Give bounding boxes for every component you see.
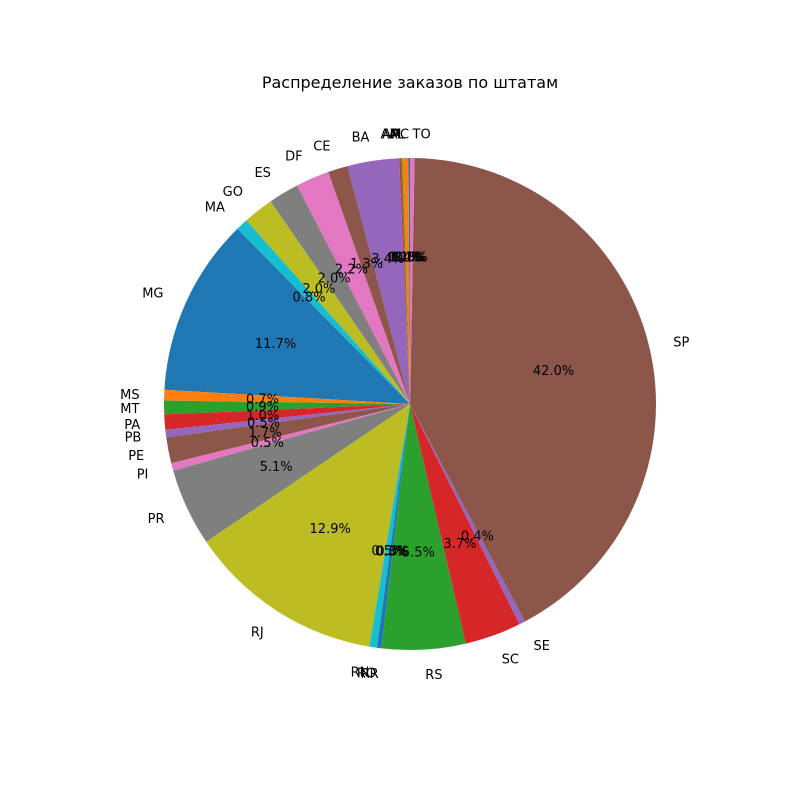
pct-label-pb: 0.5% xyxy=(247,416,280,431)
chart-title: Распределение заказов по штатам xyxy=(262,73,558,92)
slice-label-sc: SC xyxy=(502,653,519,668)
pie-slice-pe xyxy=(166,404,410,464)
pie-slice-rs xyxy=(381,404,466,650)
pct-label-rs: 5.5% xyxy=(402,545,435,560)
pie-slice-pb xyxy=(165,404,410,438)
slice-label-ap: AP xyxy=(382,128,399,143)
pct-label-ce: 1.3% xyxy=(350,257,383,272)
pie-slice-rn xyxy=(369,404,410,648)
pct-label-go: 2.0% xyxy=(302,282,335,297)
pct-label-es: 2.0% xyxy=(318,271,351,286)
pct-label-ac: 0.1% xyxy=(393,250,426,265)
pct-label-pa: 1.0% xyxy=(246,409,279,424)
slice-label-pb: PB xyxy=(125,431,142,446)
pct-label-mt: 0.9% xyxy=(246,400,279,415)
pct-label-ba: 3.4% xyxy=(371,252,404,267)
pct-label-pe: 1.7% xyxy=(249,426,282,441)
slice-label-ce: CE xyxy=(313,139,330,154)
pie-slice-rj xyxy=(206,404,410,647)
slice-label-ba: BA xyxy=(352,130,370,145)
pie-slice-ap xyxy=(399,158,410,404)
slice-label-mt: MT xyxy=(120,402,139,417)
pie-slice-sc xyxy=(410,404,520,644)
slice-label-rj: RJ xyxy=(251,626,264,641)
pie-slice-mt xyxy=(163,400,410,415)
pie-slice-ma xyxy=(237,220,410,404)
pie-slice-mg xyxy=(164,228,410,404)
pie-slice-to xyxy=(410,157,415,404)
slice-label-al: AL xyxy=(389,127,406,142)
pct-label-rn: 0.5% xyxy=(371,544,404,559)
pct-label-al: 0.4% xyxy=(391,250,424,265)
pct-label-rj: 12.9% xyxy=(310,522,351,537)
pie-slice-pr xyxy=(173,404,410,542)
slice-label-sp: SP xyxy=(673,335,689,350)
pct-label-df: 2.2% xyxy=(335,263,368,278)
pct-label-to: 0.3% xyxy=(395,250,428,265)
pie-slice-pi xyxy=(171,404,410,471)
pct-label-mg: 11.7% xyxy=(255,337,296,352)
slice-label-ac: AC xyxy=(391,127,409,142)
pie-slice-df xyxy=(297,172,410,404)
pie-slice-pa xyxy=(164,404,410,430)
pie-slice-al xyxy=(402,158,410,404)
pct-label-pi: 0.5% xyxy=(251,436,284,451)
pie-slice-am xyxy=(400,158,410,404)
slice-label-ms: MS xyxy=(120,388,139,403)
slice-label-df: DF xyxy=(285,150,303,165)
pct-label-rr: 0.0% xyxy=(376,545,409,560)
pie-slice-ac xyxy=(408,157,410,404)
pct-label-am: 0.1% xyxy=(388,250,421,265)
slice-label-es: ES xyxy=(254,166,270,181)
pie-slice-se xyxy=(410,404,525,625)
pie-slice-ba xyxy=(347,158,410,404)
slice-label-pr: PR xyxy=(148,512,165,527)
labels-group: AC0.1%AL0.4%AM0.1%AP0.1%BA3.4%CE1.3%DF2.… xyxy=(120,127,689,683)
pct-label-ms: 0.7% xyxy=(246,393,279,408)
slices-group xyxy=(163,157,656,650)
pie-slice-es xyxy=(270,185,410,404)
slice-label-rn: RN xyxy=(351,666,370,681)
pct-label-pr: 5.1% xyxy=(260,460,293,475)
pie-slice-go xyxy=(246,201,410,404)
slice-label-pe: PE xyxy=(128,449,144,464)
slice-label-rs: RS xyxy=(425,668,442,683)
pct-label-ap: 0.1% xyxy=(387,251,420,266)
pie-slice-ms xyxy=(164,389,410,404)
slice-label-ro: RO xyxy=(357,666,376,681)
pct-label-ma: 0.8% xyxy=(293,290,326,305)
pct-label-sp: 42.0% xyxy=(533,364,574,379)
slice-label-mg: MG xyxy=(142,286,163,301)
slice-label-pa: PA xyxy=(124,418,140,433)
pie-slice-ro xyxy=(376,404,410,649)
slice-label-se: SE xyxy=(533,639,549,654)
pie-slice-sp xyxy=(410,158,656,622)
slice-label-go: GO xyxy=(223,185,243,200)
pie-slice-ce xyxy=(328,166,410,404)
slice-label-am: AM xyxy=(381,128,401,143)
slice-label-pi: PI xyxy=(137,467,149,482)
slice-label-ma: MA xyxy=(205,201,225,216)
pct-label-ro: 0.3% xyxy=(375,544,408,559)
slice-label-to: TO xyxy=(412,127,431,142)
slice-label-rr: RR xyxy=(361,667,379,682)
pct-label-se: 0.4% xyxy=(461,529,494,544)
pct-label-sc: 3.7% xyxy=(443,537,476,552)
